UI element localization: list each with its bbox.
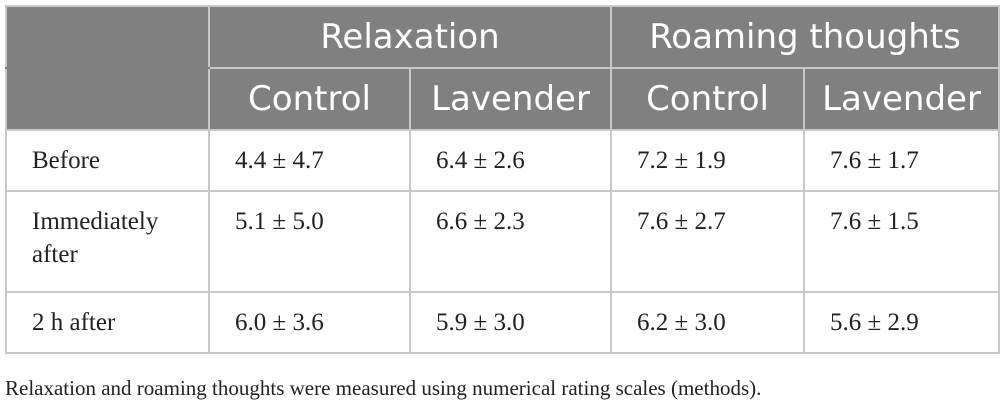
row-label: Before: [5, 129, 210, 192]
table-cell: 5.1 ± 5.0: [208, 190, 411, 293]
table-cell: 5.6 ± 2.9: [803, 291, 1001, 354]
results-table: Relaxation Roaming thoughts Control Lave…: [5, 5, 1001, 354]
header-relaxation: Relaxation: [207, 5, 613, 69]
table-cell: 7.6 ± 2.7: [610, 190, 806, 293]
table-row: Immediately after 5.1 ± 5.0 6.6 ± 2.3 7.…: [5, 190, 1001, 293]
table-cell: 7.2 ± 1.9: [610, 129, 806, 192]
table-cell: 6.2 ± 3.0: [610, 291, 806, 354]
table-cell: 6.0 ± 3.6: [208, 291, 411, 354]
table-cell: 6.6 ± 2.3: [408, 190, 613, 293]
table-cell: 5.9 ± 3.0: [408, 291, 613, 354]
table-row: 2 h after 6.0 ± 3.6 5.9 ± 3.0 6.2 ± 3.0 …: [5, 291, 1001, 354]
table-row: Before 4.4 ± 4.7 6.4 ± 2.6 7.2 ± 1.9 7.6…: [5, 129, 1001, 192]
table-cell: 7.6 ± 1.5: [803, 190, 1001, 293]
table-body: Before 4.4 ± 4.7 6.4 ± 2.6 7.2 ± 1.9 7.6…: [5, 129, 1001, 354]
header-relaxation-control: Control: [208, 67, 411, 131]
row-label: 2 h after: [5, 291, 210, 354]
header-roaming-control: Control: [610, 67, 806, 131]
table-cell: 6.4 ± 2.6: [408, 129, 613, 192]
table-cell: 7.6 ± 1.7: [803, 129, 1001, 192]
header-corner-cell-lower: [5, 67, 210, 131]
results-table-container: Relaxation Roaming thoughts Control Lave…: [5, 5, 1001, 354]
table-cell: 4.4 ± 4.7: [208, 129, 411, 192]
header-relaxation-lavender: Lavender: [408, 67, 613, 131]
header-roaming-thoughts: Roaming thoughts: [610, 5, 1001, 69]
header-corner-cell: [5, 5, 210, 69]
header-roaming-lavender: Lavender: [803, 67, 1001, 131]
table-header: Relaxation Roaming thoughts Control Lave…: [5, 5, 1001, 131]
header-group-row: Relaxation Roaming thoughts: [5, 5, 1001, 69]
table-footnote: Relaxation and roaming thoughts were mea…: [5, 376, 762, 400]
row-label: Immediately after: [5, 190, 210, 293]
header-sub-row: Control Lavender Control Lavender: [5, 67, 1001, 131]
